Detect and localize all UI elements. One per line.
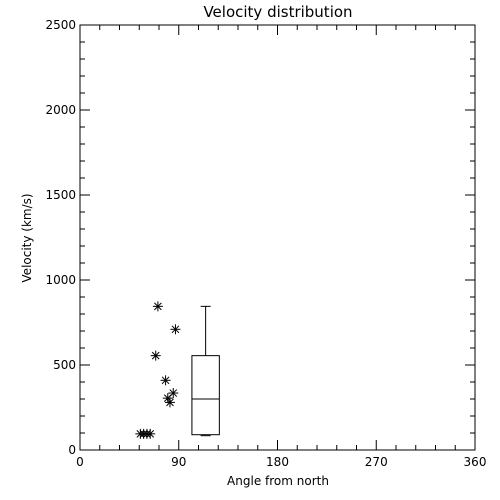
- x-tick-label: 0: [76, 455, 84, 469]
- data-point-stroke: [166, 398, 174, 407]
- y-tick-label: 2500: [45, 18, 76, 32]
- plot-frame: [79, 24, 476, 451]
- data-point-stroke: [169, 389, 178, 397]
- data-point-stroke: [171, 325, 180, 334]
- y-tick-label: 2000: [45, 103, 76, 117]
- boxplot: [191, 305, 220, 437]
- x-axis-label: Angle from north: [227, 474, 329, 488]
- chart-title: Velocity distribution: [203, 3, 352, 21]
- data-point: [150, 350, 161, 361]
- data-point: [164, 397, 175, 408]
- data-point-stroke: [154, 302, 162, 311]
- x-tick-label: 90: [171, 455, 186, 469]
- y-axis-ticks: 0 500 1000 1500 2000 2500: [45, 18, 475, 457]
- x-tick-label: 180: [266, 455, 289, 469]
- y-tick-label: 500: [53, 358, 76, 372]
- data-point: [168, 388, 179, 399]
- x-axis-ticks: 0 90 180 270 360: [76, 25, 486, 469]
- y-tick-label: 1000: [45, 273, 76, 287]
- box-iqr: [191, 355, 220, 436]
- data-point: [160, 375, 171, 386]
- data-point: [170, 324, 181, 335]
- data-point: [145, 428, 156, 439]
- y-tick-label: 1500: [45, 188, 76, 202]
- scatter-points: [135, 301, 181, 439]
- data-point-stroke: [151, 351, 160, 360]
- data-point: [152, 301, 163, 312]
- y-tick-label: 0: [68, 443, 76, 457]
- data-point-stroke: [146, 429, 155, 438]
- y-axis-label: Velocity (km/s): [20, 193, 34, 282]
- data-point-stroke: [161, 376, 170, 385]
- x-tick-label: 360: [464, 455, 487, 469]
- x-tick-label: 270: [365, 455, 388, 469]
